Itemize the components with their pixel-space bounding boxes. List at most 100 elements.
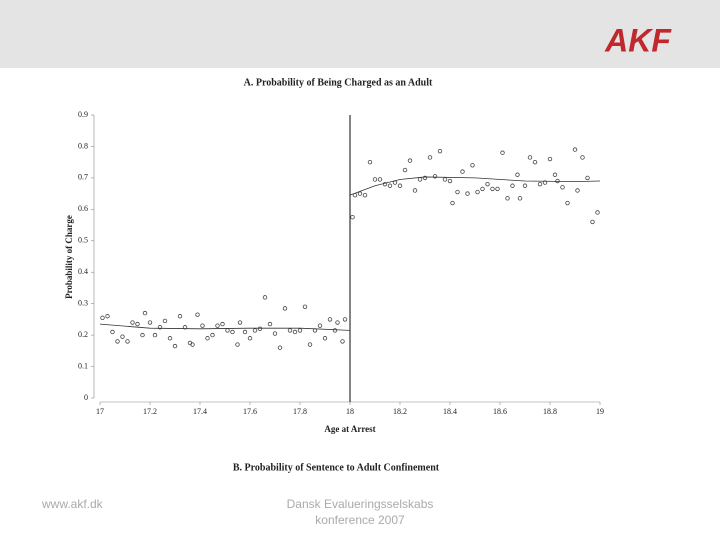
point — [490, 186, 495, 192]
point — [500, 150, 505, 155]
x-tick-label: 18.6 — [493, 407, 507, 416]
footer-event: Dansk Evalueringsselskabs — [287, 497, 434, 511]
point — [267, 321, 273, 327]
point — [142, 310, 148, 316]
x-tick-label: 18 — [346, 407, 354, 416]
point — [110, 329, 115, 335]
y-tick-label: 0.5 — [78, 236, 88, 245]
point — [100, 315, 105, 321]
footer-url: www.akf.dk — [41, 497, 104, 511]
point — [120, 334, 125, 339]
y-tick-label: 0.3 — [78, 298, 88, 307]
point — [460, 169, 465, 174]
point — [130, 320, 135, 325]
point — [162, 318, 168, 324]
point — [515, 172, 520, 177]
x-tick-label: 17.8 — [293, 407, 307, 416]
y-tick-label: 0.7 — [78, 173, 88, 182]
point — [135, 321, 140, 327]
point — [350, 214, 355, 220]
point — [407, 158, 413, 163]
point — [210, 332, 215, 338]
logo: AKF — [604, 22, 672, 58]
point — [442, 177, 448, 182]
point — [465, 191, 470, 196]
point — [182, 325, 188, 330]
point — [252, 328, 258, 333]
point — [177, 314, 183, 319]
y-tick-label: 0.1 — [78, 361, 88, 370]
y-tick-label: 0.4 — [78, 267, 88, 276]
point — [302, 304, 308, 310]
point — [527, 155, 533, 160]
fit-line — [349, 176, 601, 196]
point — [242, 329, 248, 335]
point — [372, 177, 378, 182]
point — [585, 175, 590, 181]
x-tick-label: 18.8 — [543, 407, 557, 416]
y-tick-label: 0.9 — [78, 110, 88, 119]
point — [455, 189, 460, 195]
x-tick-label: 17.4 — [193, 407, 207, 416]
point — [322, 336, 328, 341]
point — [342, 317, 348, 322]
point — [332, 328, 338, 333]
point — [272, 331, 278, 336]
point — [437, 148, 443, 154]
point — [317, 323, 323, 328]
point — [367, 159, 373, 165]
point — [287, 328, 293, 333]
point — [327, 317, 333, 322]
point — [167, 336, 173, 341]
x-axis-label: Age at Arrest — [324, 424, 375, 434]
point — [447, 178, 453, 184]
point — [235, 342, 240, 347]
point — [377, 177, 383, 182]
point — [522, 183, 528, 188]
point — [417, 177, 423, 182]
point — [292, 329, 298, 335]
point — [510, 183, 515, 188]
point — [505, 196, 510, 201]
point — [257, 326, 263, 332]
point — [532, 159, 538, 165]
point — [205, 336, 210, 341]
point — [397, 183, 403, 188]
point — [152, 332, 158, 338]
point — [115, 339, 120, 344]
point — [517, 196, 523, 201]
y-tick-label: 0 — [84, 393, 88, 402]
point — [402, 167, 408, 173]
point — [470, 163, 475, 168]
point — [125, 339, 130, 344]
point — [157, 325, 163, 330]
point — [387, 183, 393, 188]
point — [105, 314, 110, 319]
point — [565, 200, 570, 206]
point — [382, 181, 388, 187]
point — [432, 174, 438, 179]
point — [237, 320, 243, 325]
y-tick-label: 0.6 — [78, 204, 88, 213]
point — [480, 186, 485, 192]
point — [422, 175, 428, 181]
point — [282, 306, 288, 311]
point — [542, 180, 548, 185]
x-tick-label: 18.4 — [443, 407, 457, 416]
point — [340, 339, 345, 344]
point — [190, 342, 195, 347]
point — [560, 185, 565, 190]
point — [247, 336, 253, 341]
point — [575, 188, 580, 193]
x-tick-label: 19 — [596, 407, 604, 416]
point — [262, 295, 268, 300]
x-tick-label: 17.6 — [243, 407, 257, 416]
point — [580, 155, 585, 160]
point — [495, 186, 500, 192]
point — [572, 147, 578, 152]
annotation: B. Probability of Sentence to Adult Conf… — [233, 462, 440, 473]
point — [450, 200, 455, 206]
fit-line — [99, 323, 351, 331]
